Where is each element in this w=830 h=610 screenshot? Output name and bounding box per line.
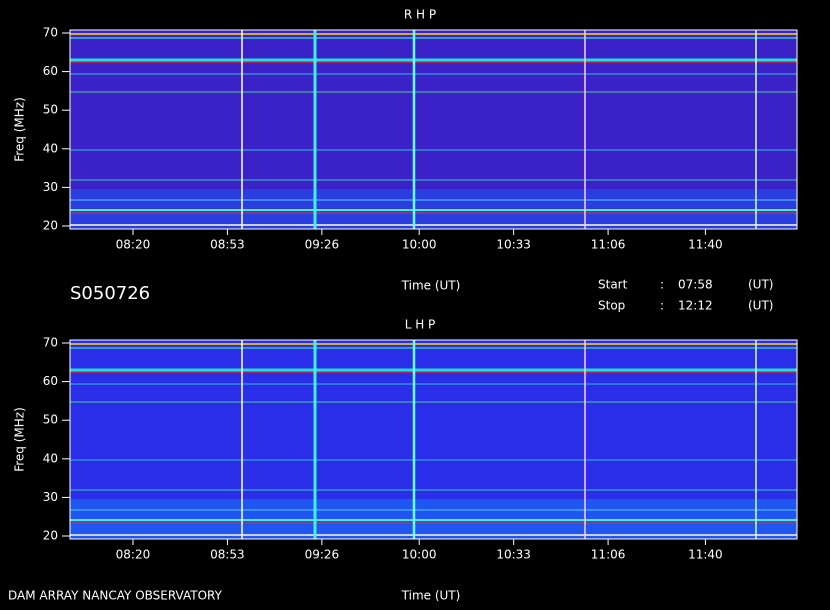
y-tick-label: 20 (43, 529, 58, 543)
x-tick-label: 11:40 (688, 238, 723, 252)
x-tick-label: 10:00 (402, 238, 437, 252)
start-label: Start (598, 278, 628, 292)
x-axis-label: Time (UT) (401, 279, 461, 293)
start-time: 07:58 (678, 278, 713, 292)
x-tick-label: 09:26 (305, 238, 340, 252)
y-tick-label: 40 (43, 141, 58, 155)
frame (69, 29, 798, 230)
footer: DAM ARRAY NANCAY OBSERVATORY (8, 589, 223, 603)
unit: (UT) (748, 299, 773, 313)
y-tick-label: 70 (43, 336, 58, 350)
y-tick-label: 30 (43, 490, 58, 504)
panel: R H P Time (UT) Freq (MHz) 20 30 40 50 60 70 08:2… (13, 8, 798, 293)
x-tick-label: 11:06 (591, 548, 626, 562)
x-tick-label: 08:53 (210, 238, 245, 252)
y-tick-label: 70 (43, 26, 58, 40)
panel: L H P Time (UT) Freq (MHz) 20 30 40 50 60 70 08:2… (13, 318, 798, 603)
panel-title: R H P (404, 8, 436, 22)
frame (69, 339, 798, 540)
y-tick-label: 60 (43, 64, 58, 78)
y-tick-label: 40 (43, 451, 58, 465)
y-tick-label: 30 (43, 180, 58, 194)
x-tick-label: 08:20 (116, 548, 151, 562)
x-tick-label: 09:26 (305, 548, 340, 562)
y-tick-label: 20 (43, 219, 58, 233)
y-axis-label: Freq (MHz) (13, 407, 27, 472)
y-tick-label: 50 (43, 103, 58, 117)
stop-time: 12:12 (678, 299, 713, 313)
y-tick-label: 50 (43, 413, 58, 427)
y-tick-label: 60 (43, 374, 58, 388)
x-tick-label: 11:06 (591, 238, 626, 252)
x-tick-label: 10:33 (496, 238, 531, 252)
observation-id: S050726 (70, 283, 150, 304)
x-axis-label: Time (UT) (401, 589, 461, 603)
x-tick-label: 08:20 (116, 238, 151, 252)
separator: : (660, 278, 664, 292)
y-axis-label: Freq (MHz) (13, 97, 27, 162)
x-tick-label: 11:40 (688, 548, 723, 562)
stop-label: Stop (598, 299, 625, 313)
x-tick-label: 10:33 (496, 548, 531, 562)
unit: (UT) (748, 278, 773, 292)
separator: : (660, 299, 664, 313)
x-tick-label: 10:00 (402, 548, 437, 562)
panel-title: L H P (405, 318, 436, 332)
x-tick-label: 08:53 (210, 548, 245, 562)
